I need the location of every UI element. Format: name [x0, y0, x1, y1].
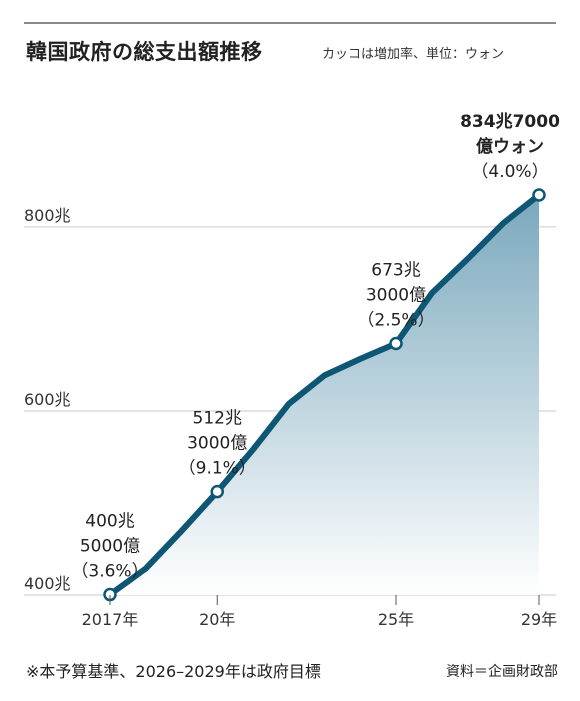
x-tick-label-2025: 25年 — [378, 610, 414, 629]
y-tick-label-400: 400兆 — [24, 574, 71, 593]
data-label-2029: 834兆7000 億ウォン （4.0%） — [460, 112, 560, 182]
data-label-2029-line-1: 億ウォン — [476, 136, 544, 157]
y-tick-label-800: 800兆 — [24, 206, 71, 225]
data-label-2025-line-2: （2.5%） — [357, 311, 434, 331]
source-credit: 資料＝企画財政部 — [446, 664, 558, 680]
data-label-2017-line-2: （3.6%） — [71, 562, 148, 582]
data-label-2020-line-0: 512兆 — [193, 409, 242, 429]
data-point-2020 — [210, 484, 224, 499]
data-label-2017: 400兆 5000億 （3.6%） — [71, 512, 148, 582]
x-tick-label-2020: 20年 — [199, 610, 235, 629]
series-line — [107, 192, 542, 598]
data-label-2025-line-0: 673兆 — [371, 261, 420, 281]
chart-title: 韓国政府の総支出額推移 — [26, 40, 263, 64]
data-label-2025: 673兆 3000億 （2.5%） — [357, 261, 434, 331]
data-label-2020-line-2: （9.1%） — [179, 459, 256, 479]
data-label-2029-line-2: （4.0%） — [471, 162, 548, 182]
data-label-2025-line-1: 3000億 — [366, 286, 426, 306]
data-label-2020: 512兆 3000億 （9.1%） — [179, 409, 256, 479]
top-rule — [24, 22, 556, 24]
data-point-2029 — [532, 188, 546, 202]
data-label-2017-line-1: 5000億 — [80, 537, 140, 557]
data-label-2017-line-0: 400兆 — [85, 512, 134, 532]
x-tick-label-2017: 2017年 — [82, 610, 139, 629]
footnote: ※本予算基準、2026–2029年は政府目標 — [26, 662, 321, 681]
chart-subtitle: カッコは増加率、単位：ウォン — [322, 47, 505, 62]
y-tick-label-600: 600兆 — [24, 390, 71, 409]
x-tick-label-2029: 29年 — [521, 610, 557, 629]
data-label-2020-line-1: 3000億 — [187, 434, 247, 454]
data-label-2029-line-0: 834兆7000 — [460, 112, 560, 132]
data-point-2025 — [389, 336, 403, 351]
